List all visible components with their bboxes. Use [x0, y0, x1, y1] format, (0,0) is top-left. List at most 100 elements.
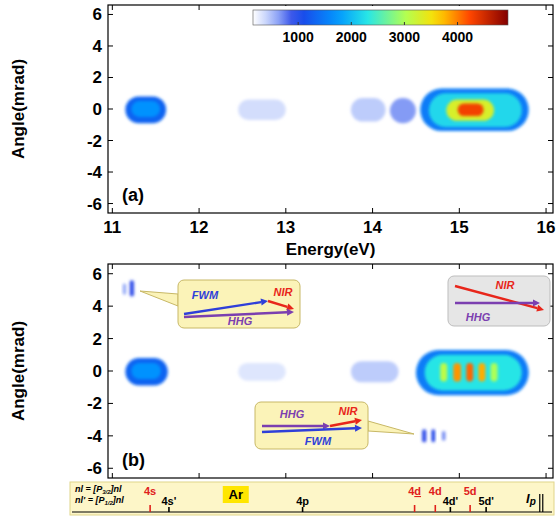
y-tick [548, 371, 553, 372]
y-tick-label: -6 [87, 195, 102, 214]
intensity-blob [458, 103, 484, 116]
y-tick [548, 172, 553, 173]
panel: -6-4-20246111213141516Angle(mrad)Energy(… [9, 5, 556, 259]
inset: NIRHHG [448, 276, 550, 326]
y-tick [548, 468, 553, 469]
level-tick [485, 507, 487, 512]
figure: -6-4-20246111213141516Angle(mrad)Energy(… [0, 0, 559, 517]
intensity-blob [390, 98, 416, 123]
level-label: 5d [464, 485, 477, 497]
y-tick [548, 273, 553, 274]
y-tick [548, 45, 553, 46]
inset-box [448, 276, 550, 326]
vector-arrow [455, 300, 540, 307]
colorbar-tick-label: 4000 [442, 29, 473, 45]
inset: HHGNIRFWM [255, 402, 414, 449]
colorbar-tick [457, 22, 458, 25]
x-tick [459, 473, 460, 478]
panel-label: (b) [122, 450, 145, 470]
level-tick [149, 505, 151, 512]
limit-label-sub: p [529, 496, 536, 507]
limit-label: Ip [526, 491, 536, 507]
notation-note: nl' = [P1/2]nl [75, 495, 124, 506]
y-tick-label: 0 [93, 362, 102, 381]
arrow-shaft [330, 421, 355, 426]
y-axis-title: Angle(mrad) [9, 59, 28, 159]
panel-label: (a) [122, 185, 144, 205]
y-tick [108, 172, 113, 173]
x-tick-label: 14 [363, 218, 382, 237]
x-tick [199, 264, 200, 269]
intensity-blob [425, 355, 522, 391]
y-tick-label: -2 [87, 132, 102, 151]
x-tick [285, 264, 286, 269]
x-tick [546, 473, 547, 478]
x-tick [372, 208, 373, 213]
intensity-blob [466, 363, 473, 382]
y-tick-label: -6 [87, 459, 102, 478]
intensity-blob [131, 101, 160, 117]
arrow-head [533, 300, 540, 307]
level-label: 4s [144, 485, 156, 497]
inset-label: HHG [280, 408, 305, 420]
colorbar-tick-label: 3000 [389, 29, 420, 45]
ionization-limit [542, 494, 543, 512]
x-tick [199, 208, 200, 213]
x-tick [285, 473, 286, 478]
note-text: ]nl [112, 495, 124, 505]
y-tick-label: 6 [93, 265, 102, 284]
level-tick [168, 507, 170, 512]
level-label: 4d' [443, 495, 459, 507]
x-tick-label: 15 [450, 218, 469, 237]
vector-arrow [262, 425, 362, 432]
y-tick-label: 2 [93, 68, 102, 87]
x-tick [546, 208, 547, 213]
y-tick [108, 77, 113, 78]
level-label: 4s' [162, 495, 177, 507]
colorbar-tick [298, 22, 299, 25]
x-tick-label: 12 [190, 218, 209, 237]
y-tick [108, 338, 113, 339]
inset-box [255, 402, 368, 449]
x-tick [459, 264, 460, 269]
y-tick [548, 435, 553, 436]
y-tick [108, 203, 113, 204]
panel: -6-4-20246Angle(mrad)(b)FWMNIRHHGNIRHHGH… [9, 264, 553, 478]
y-tick [108, 468, 113, 469]
inset-label: NIR [274, 286, 293, 298]
notation-note: nl = [P3/2]nl [75, 484, 122, 495]
intensity-blob [131, 363, 160, 379]
x-axis-title: Energy(eV) [286, 240, 376, 259]
level-tick [414, 505, 416, 512]
arrow-head [536, 305, 544, 312]
intensity-blob [432, 429, 435, 442]
x-tick [112, 264, 113, 269]
y-tick [548, 14, 553, 15]
element-box [223, 486, 249, 503]
x-tick [372, 264, 373, 269]
colorbar: 1000200030004000 [247, 6, 514, 48]
inset-label: FWM [305, 435, 332, 447]
intensity-blob [130, 280, 134, 296]
level-label-part: d [414, 485, 421, 497]
y-tick [548, 403, 553, 404]
level-tick [450, 507, 452, 512]
y-tick-label: 2 [93, 330, 102, 349]
arrow-head [287, 309, 294, 316]
note-text: ]nl [110, 484, 122, 494]
x-tick [112, 5, 113, 10]
y-tick-label: 4 [93, 37, 103, 56]
y-tick [548, 140, 553, 141]
ionization-limit [539, 494, 540, 512]
heatmap-marks [125, 89, 528, 132]
vector-arrow [330, 418, 362, 426]
colorbar-tick-label: 2000 [336, 29, 367, 45]
y-tick [548, 109, 553, 110]
intensity-blob [351, 361, 399, 382]
inset-label: HHG [228, 315, 253, 327]
level-diagram: nl = [P3/2]nlnl' = [P1/2]nlAr4s4s'4p4d4d… [70, 482, 554, 515]
intensity-blob [238, 363, 286, 381]
y-tick-label: -4 [87, 427, 103, 446]
intensity-blob [351, 98, 386, 122]
intensity-blob [446, 100, 494, 121]
